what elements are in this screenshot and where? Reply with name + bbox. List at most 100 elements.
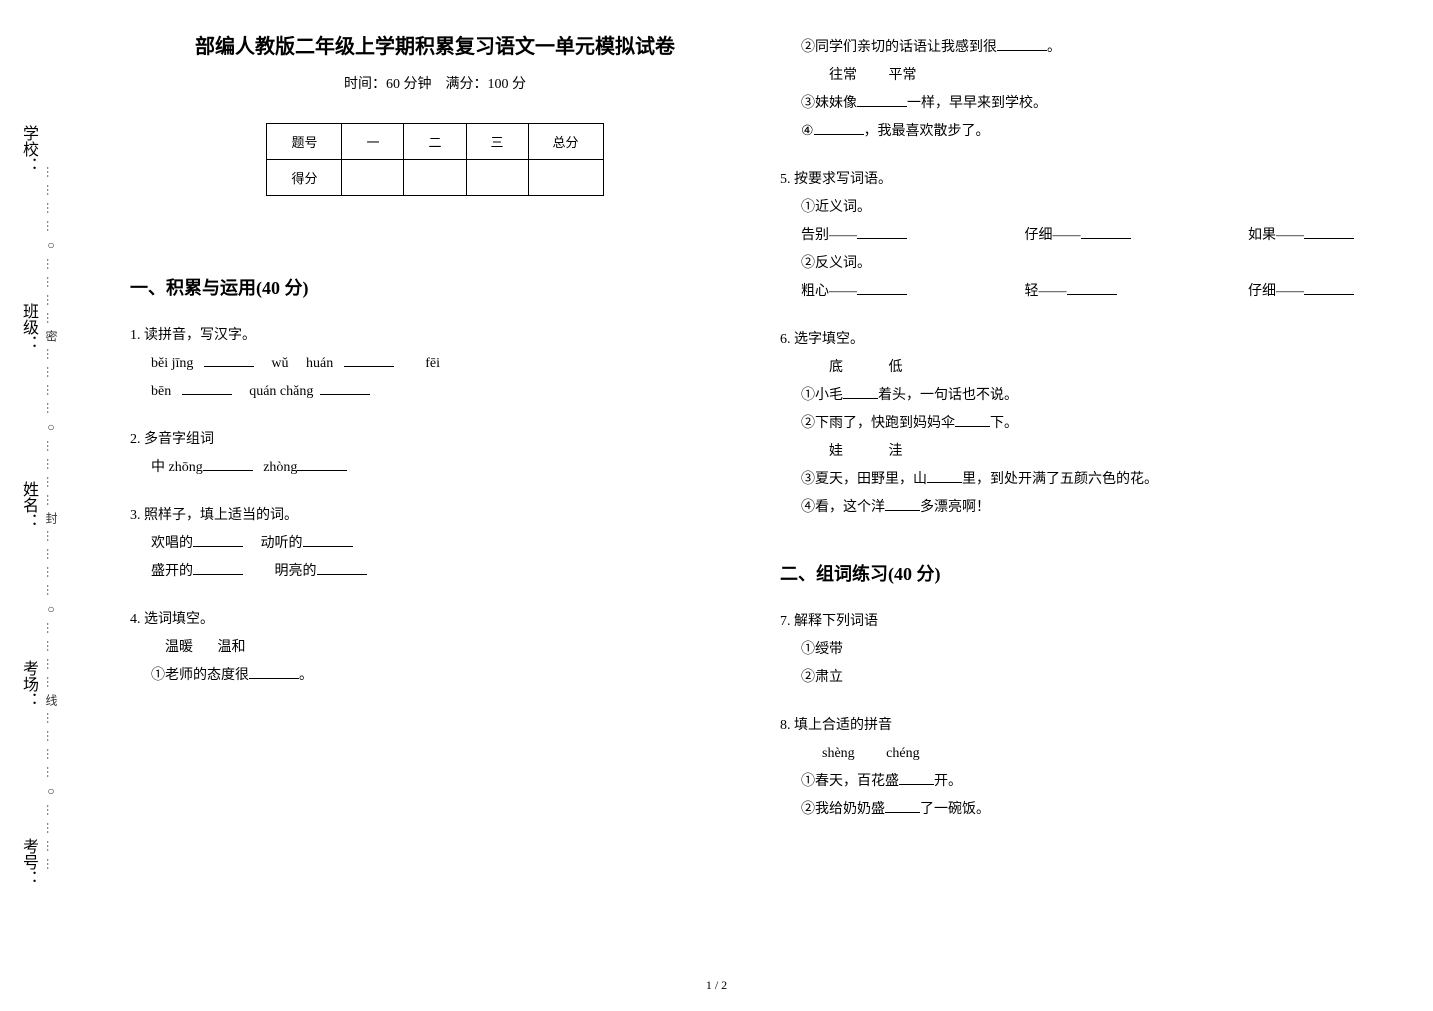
q4-l2-pre: ②同学们亲切的话语让我感到很	[801, 40, 997, 55]
q2-item: 中 zhōng	[151, 460, 203, 475]
score-cell	[342, 160, 404, 196]
side-labels: 学校： 班级： 姓名： 考场： 考号：	[0, 0, 40, 1011]
q4-opt: 平常	[889, 68, 917, 83]
q5-row2: 粗心—— 轻—— 仔细——	[780, 278, 1390, 306]
blank	[303, 533, 353, 547]
q5-row1: 告别—— 仔细—— 如果——	[780, 222, 1390, 250]
q6-l1-pre: ①小毛	[801, 388, 843, 403]
q6-opt: 洼	[889, 444, 903, 459]
q3-row1: 欢唱的 动听的	[130, 530, 740, 558]
score-th: 三	[466, 124, 528, 160]
binding-strip: 学校： 班级： 姓名： 考场： 考号： …………○…………密…………○…………封…	[0, 0, 130, 1011]
q6-l2-post: 下。	[990, 416, 1018, 431]
score-label: 得分	[267, 160, 342, 196]
side-label-id: 考号：	[0, 838, 40, 886]
score-th: 总分	[528, 124, 603, 160]
q4-opt: 往常	[829, 68, 857, 83]
q8-l1-post: 开。	[934, 774, 962, 789]
blank	[927, 469, 962, 483]
blank	[1081, 225, 1131, 239]
q4-opt: 温暖	[165, 640, 193, 655]
q6-opts2: 娃 洼	[780, 438, 1390, 466]
q8-l2-post: 了一碗饭。	[920, 802, 990, 817]
q6-l3-pre: ③夏天，田野里，山	[801, 472, 927, 487]
blank	[857, 281, 907, 295]
q8-l1: ①春天，百花盛开。	[780, 768, 1390, 796]
q6-l1: ①小毛着头，一句话也不说。	[780, 382, 1390, 410]
score-th: 二	[404, 124, 466, 160]
blank	[182, 381, 232, 395]
q6-l3: ③夏天，田野里，山 里，到处开满了五颜六色的花。	[780, 466, 1390, 494]
blank	[814, 121, 864, 135]
q5-d: 粗心——	[801, 284, 857, 299]
blank	[203, 457, 253, 471]
q1-pinyin: quán chǎng	[249, 384, 313, 399]
q7-b: ②肃立	[780, 664, 1390, 692]
q1-line2: bēn quán chǎng	[130, 378, 740, 406]
page-content: 部编人教版二年级上学期积累复习语文一单元模拟试卷 时间：60 分钟 满分：100…	[130, 30, 1420, 844]
q2-line: 中 zhōng zhòng	[130, 454, 740, 482]
question-7: 7. 解释下列词语 ①绶带 ②肃立	[780, 608, 1390, 692]
q7-a: ①绶带	[780, 636, 1390, 664]
blank	[1067, 281, 1117, 295]
side-label-room: 考场：	[0, 660, 40, 708]
question-5: 5. 按要求写词语。 ①近义词。 告别—— 仔细—— 如果—— ②反义词。 粗心…	[780, 166, 1390, 306]
q4-l4-pre: ④	[801, 124, 814, 139]
blank	[317, 561, 367, 575]
blank	[857, 93, 907, 107]
q4-l3-post: 一样，早早来到学校。	[907, 96, 1047, 111]
section-2-title: 二、组词练习(40 分)	[780, 560, 1390, 586]
q3-c: 盛开的	[151, 564, 193, 579]
q2-stem: 2. 多音字组词	[130, 426, 740, 454]
q2-item2: zhòng	[263, 460, 297, 475]
left-column: 部编人教版二年级上学期积累复习语文一单元模拟试卷 时间：60 分钟 满分：100…	[130, 30, 740, 844]
q5-b: 仔细——	[1025, 228, 1081, 243]
seal-line: …………○…………密…………○…………封…………○…………线…………○…………	[40, 0, 60, 1011]
q8-pa: shèng	[822, 746, 855, 761]
exam-subtitle: 时间：60 分钟 满分：100 分	[130, 73, 740, 93]
q4-opts2: 往常 平常	[780, 62, 1390, 90]
q3-a: 欢唱的	[151, 536, 193, 551]
score-cell	[404, 160, 466, 196]
q8-pinyin: shèng chéng	[780, 740, 1390, 768]
score-th: 一	[342, 124, 404, 160]
score-cell	[466, 160, 528, 196]
blank	[899, 771, 934, 785]
q4-stem: 4. 选词填空。	[130, 606, 740, 634]
q8-l2: ②我给奶奶盛 了一碗饭。	[780, 796, 1390, 824]
q6-stem: 6. 选字填空。	[780, 326, 1390, 354]
q1-pinyin: huán	[306, 356, 333, 371]
blank	[320, 381, 370, 395]
score-th: 题号	[267, 124, 342, 160]
page-number: 1 / 2	[706, 978, 727, 992]
q6-opt: 娃	[829, 444, 843, 459]
q5-sub2: ②反义词。	[780, 250, 1390, 278]
blank	[297, 457, 347, 471]
q6-opts1: 底 低	[780, 354, 1390, 382]
q4-l1-end: 。	[299, 668, 313, 683]
blank	[955, 413, 990, 427]
q7-stem: 7. 解释下列词语	[780, 608, 1390, 636]
q3-d: 明亮的	[275, 564, 317, 579]
question-4: 4. 选词填空。 温暖 温和 ①老师的态度很。	[130, 606, 740, 690]
q8-pb: chéng	[886, 746, 919, 761]
blank	[249, 665, 299, 679]
blank	[1304, 281, 1354, 295]
side-label-school: 学校：	[0, 125, 40, 173]
q8-stem: 8. 填上合适的拼音	[780, 712, 1390, 740]
q8-l2-pre: ②我给奶奶盛	[801, 802, 885, 817]
q6-l2: ②下雨了，快跑到妈妈伞 下。	[780, 410, 1390, 438]
blank	[843, 385, 878, 399]
q6-l2-pre: ②下雨了，快跑到妈妈伞	[801, 416, 955, 431]
q5-sub1: ①近义词。	[780, 194, 1390, 222]
question-8: 8. 填上合适的拼音 shèng chéng ①春天，百花盛开。 ②我给奶奶盛 了…	[780, 712, 1390, 824]
q4-opts1: 温暖 温和	[130, 634, 740, 662]
q4-opt: 温和	[218, 640, 246, 655]
q4-line3: ③妹妹像一样，早早来到学校。	[780, 90, 1390, 118]
q5-c: 如果——	[1248, 228, 1304, 243]
blank	[204, 353, 254, 367]
q6-l3-post: 里，到处开满了五颜六色的花。	[962, 472, 1158, 487]
q3-stem: 3. 照样子，填上适当的词。	[130, 502, 740, 530]
blank	[885, 799, 920, 813]
q4-line4: ④，我最喜欢散步了。	[780, 118, 1390, 146]
